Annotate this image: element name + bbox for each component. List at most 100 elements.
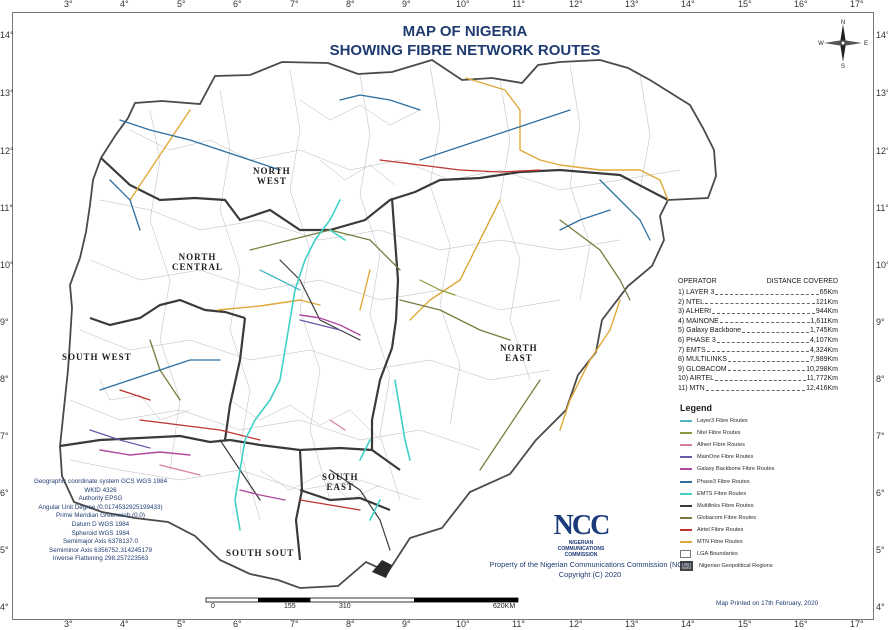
legend-label: EMTS Fibre Routes <box>697 490 747 497</box>
operator-name: 6) PHASE 3 <box>678 336 716 344</box>
lat-tick: 10° <box>0 260 14 270</box>
copyright-line: Copyright (C) 2020 <box>558 570 622 579</box>
lon-tick: 5° <box>177 0 186 9</box>
operator-distance: 1,745Km <box>809 327 838 335</box>
operator-name: 11) MTN <box>678 384 705 392</box>
operator-name: 8) MULTILINKS <box>678 356 727 364</box>
legend-title: Legend <box>680 403 713 413</box>
operator-name: 4) MAINONE <box>678 317 719 325</box>
lat-tick: 7° <box>0 431 9 441</box>
distance-table: OPERATOR DISTANCE COVERED 1) LAYER 3 65Km… <box>678 278 838 394</box>
legend-swatch <box>680 492 692 495</box>
lat-tick: 4° <box>876 602 885 612</box>
lat-tick: 13° <box>876 88 888 98</box>
legend-swatch <box>680 528 692 531</box>
nigeria-outline <box>59 59 717 589</box>
distance-row: 2) NTEL 121Km <box>678 298 838 308</box>
region-label-south-east: SOUTH EAST <box>322 472 359 492</box>
region-label-north-central: NORTH CENTRAL <box>172 252 223 272</box>
legend-swatch <box>680 432 692 435</box>
compass-rose-icon: N S E W <box>818 18 868 70</box>
operator-name: 5) Galaxy Backbone <box>678 327 742 335</box>
route-airtel <box>119 159 541 511</box>
lat-tick: 6° <box>0 488 9 498</box>
lon-tick: 8° <box>346 619 355 629</box>
lon-tick: 4° <box>120 619 129 629</box>
region-label-line: CENTRAL <box>172 262 224 272</box>
legend-swatch <box>680 480 692 483</box>
legend-label: Galaxy Backbone Fibre Routes <box>697 466 775 473</box>
lat-tick: 13° <box>0 88 14 98</box>
lon-tick: 16° <box>794 0 808 9</box>
operator-distance: 4,107Km <box>809 336 838 344</box>
legend-swatch <box>680 444 692 447</box>
print-date: Map Printed on 17th February, 2020 <box>716 600 819 607</box>
region-label-line: EAST <box>505 353 533 363</box>
legend-item: Layer3 Fibre Routes <box>680 415 805 427</box>
lon-tick: 11° <box>512 619 525 629</box>
lon-tick: 3° <box>64 619 73 629</box>
lon-tick: 3° <box>64 0 73 9</box>
lon-tick: 13° <box>625 0 639 9</box>
legend-label: Airtel Fibre Routes <box>697 526 744 533</box>
compass-n: N <box>841 20 845 26</box>
distance-row: 11) MTN 12,416Km <box>678 384 838 394</box>
distance-row: 3) ALHERI 944Km <box>678 307 838 317</box>
lat-tick: 9° <box>876 317 885 327</box>
coord-line: Datum D WGS 1984 <box>71 520 130 528</box>
lat-tick: 8° <box>876 374 885 384</box>
coord-line: Semiminor Axis 6356752.314245179 <box>49 546 152 554</box>
route-emts <box>234 199 411 531</box>
legend-item: Galaxy Backbone Fibre Routes <box>680 463 805 475</box>
legend-item: MTN Fibre Routes <box>680 536 805 548</box>
operator-distance: 121Km <box>815 298 838 306</box>
lat-tick: 14° <box>876 30 888 40</box>
legend-label: Multilinks Fibre Routes <box>697 502 754 509</box>
lat-tick: 11° <box>0 203 13 213</box>
legend-label: Phase3 Fibre Routes <box>697 478 750 485</box>
ncc-name-line: COMMUNICATIONS <box>557 546 605 552</box>
legend-swatch <box>680 468 692 471</box>
header-operator: OPERATOR <box>678 278 717 285</box>
region-label-line: NORTH <box>500 343 538 353</box>
region-label-south-south: SOUTH SOUT <box>226 548 295 558</box>
distance-row: 10) AIRTEL 11,772Km <box>678 374 838 384</box>
operator-distance: 944Km <box>815 308 838 316</box>
region-label-line: NORTH <box>253 166 291 176</box>
legend-swatch <box>680 561 693 572</box>
region-boundaries <box>59 157 669 561</box>
lon-tick: 12° <box>569 619 583 629</box>
lon-tick: 14° <box>681 0 695 9</box>
route-alheri <box>159 419 346 476</box>
ncc-name-line: NIGERIAN <box>568 540 594 546</box>
legend-swatch <box>680 420 692 423</box>
lon-tick: 14° <box>681 619 695 629</box>
route-ntel <box>419 279 456 296</box>
coord-line: Prime Meridian Greenwich (0.0) <box>56 512 145 520</box>
coord-line: Semimajor Axis 6378137.0 <box>63 538 138 546</box>
lon-tick: 8° <box>346 0 355 9</box>
map-legend: Legend Layer3 Fibre Routes Ntel Fibre Rou… <box>680 403 805 572</box>
coord-line: Spheroid WGS 1984 <box>71 529 130 537</box>
legend-label: Nigerian Geopolitical Regions <box>699 563 773 570</box>
lon-tick: 7° <box>290 619 299 629</box>
legend-label: Globacom Fibre Routes <box>697 514 757 521</box>
lon-tick: 17° <box>850 0 864 9</box>
route-globacom <box>149 219 631 471</box>
route-layer3 <box>259 269 301 291</box>
lat-tick: 5° <box>0 545 9 555</box>
distance-row: 6) PHASE 3 4,107Km <box>678 336 838 346</box>
lon-tick: 11° <box>512 0 525 9</box>
distance-row: 4) MAINONE 1,611Km <box>678 317 838 327</box>
legend-item: Ntel Fibre Routes <box>680 427 805 439</box>
legend-label: LGA Boundaries <box>697 551 738 558</box>
coordinate-system-info: Geographic coordinate system GCS WGS 198… <box>18 478 183 564</box>
coord-line: Authority EPSG <box>78 495 123 503</box>
legend-item: EMTS Fibre Routes <box>680 488 805 500</box>
coord-line: Inverse Flattening 298.257223563 <box>52 555 149 563</box>
operator-distance: 7,989Km <box>809 356 838 364</box>
lat-tick: 4° <box>0 602 9 612</box>
coord-line: Geographic coordinate system GCS WGS 198… <box>33 478 168 485</box>
property-line: Property of the Nigerian Communications … <box>489 560 691 569</box>
